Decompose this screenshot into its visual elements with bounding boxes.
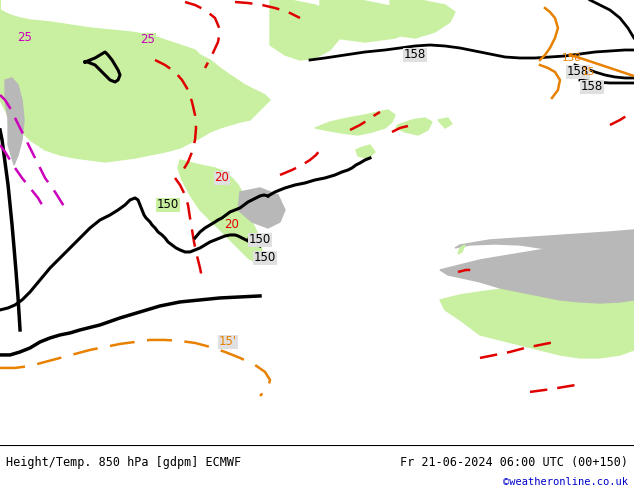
Polygon shape [65,95,170,155]
Text: 15': 15' [219,336,237,348]
Text: 158: 158 [562,53,582,63]
Text: ©weatheronline.co.uk: ©weatheronline.co.uk [503,477,628,487]
Text: 15: 15 [581,67,595,77]
Polygon shape [458,245,465,254]
Text: 20: 20 [214,172,230,184]
Text: 20: 20 [224,219,240,231]
Polygon shape [356,145,375,158]
Text: Height/Temp. 850 hPa [gdpm] ECMWF: Height/Temp. 850 hPa [gdpm] ECMWF [6,456,242,468]
Polygon shape [440,244,634,303]
Polygon shape [455,230,634,252]
Text: 25: 25 [18,31,32,45]
Text: 150: 150 [254,251,276,265]
Polygon shape [440,278,634,358]
Text: Fr 21-06-2024 06:00 UTC (00+150): Fr 21-06-2024 06:00 UTC (00+150) [399,456,628,468]
Polygon shape [315,110,395,135]
Text: 158: 158 [567,66,589,78]
Text: 158: 158 [404,49,426,61]
Text: 150: 150 [249,233,271,246]
Polygon shape [248,236,256,244]
Polygon shape [438,118,452,128]
Text: 158: 158 [581,80,603,94]
Text: 150: 150 [157,198,179,212]
Polygon shape [320,0,420,42]
Polygon shape [385,0,455,38]
Polygon shape [0,0,270,162]
Polygon shape [178,160,262,262]
Polygon shape [396,118,432,135]
Polygon shape [5,78,24,155]
Text: 25: 25 [141,33,155,47]
Polygon shape [238,188,285,228]
Polygon shape [8,115,20,165]
Polygon shape [270,0,345,60]
